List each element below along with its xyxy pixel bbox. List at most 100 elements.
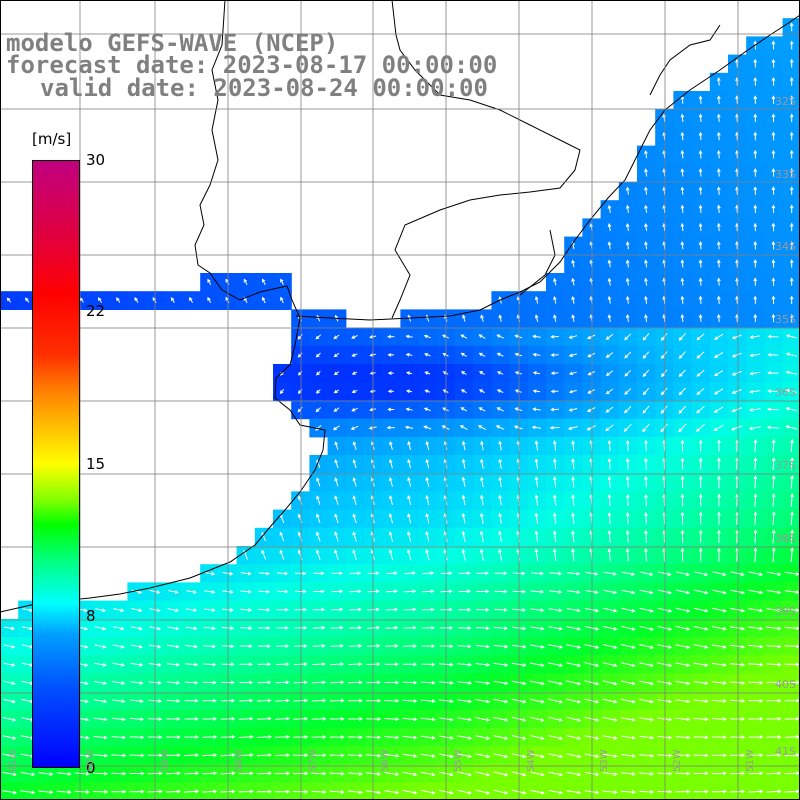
wind-arrow-icon	[315, 371, 321, 376]
wind-arrow-icon	[607, 493, 612, 507]
wind-arrow-icon	[166, 680, 181, 685]
wind-arrow-icon	[479, 512, 484, 524]
wind-arrow-icon	[257, 698, 272, 703]
wind-arrow-icon	[316, 513, 321, 524]
wind-arrow-icon	[459, 425, 468, 431]
wind-arrow-icon	[548, 626, 563, 631]
wind-arrow-icon	[457, 681, 473, 685]
wind-arrow-icon	[696, 333, 705, 341]
wind-arrow-icon	[602, 698, 618, 704]
wind-arrow-icon	[480, 314, 484, 322]
wind-arrow-icon	[2, 790, 18, 795]
wind-arrow-icon	[696, 387, 705, 396]
wind-arrow-icon	[784, 735, 800, 739]
wind-arrow-icon	[420, 753, 436, 758]
wind-arrow-icon	[771, 277, 776, 286]
wind-arrow-icon	[423, 407, 431, 412]
wind-arrow-icon	[771, 168, 776, 177]
wind-arrow-icon	[347, 698, 363, 703]
wind-arrow-icon	[730, 680, 746, 685]
wind-arrow-icon	[603, 571, 617, 576]
wind-arrow-icon	[748, 717, 764, 721]
wind-arrow-icon	[329, 753, 345, 758]
wind-arrow-icon	[639, 717, 655, 722]
wind-arrow-icon	[790, 529, 794, 544]
wind-arrow-icon	[550, 389, 559, 394]
wind-arrow-icon	[276, 644, 290, 648]
wind-arrow-icon	[387, 389, 394, 394]
wind-arrow-icon	[498, 476, 502, 488]
wind-arrow-icon	[496, 371, 504, 375]
wind-arrow-icon	[771, 529, 776, 544]
wind-arrow-icon	[313, 589, 325, 594]
wind-arrow-icon	[602, 717, 618, 722]
wind-arrow-icon	[20, 771, 36, 777]
wind-arrow-icon	[675, 789, 691, 794]
wind-arrow-icon	[275, 771, 291, 776]
wind-arrow-icon	[766, 698, 782, 703]
wind-arrow-icon	[2, 771, 17, 777]
wind-arrow-icon	[548, 735, 563, 740]
wind-arrow-icon	[548, 608, 563, 613]
wind-arrow-icon	[680, 295, 685, 304]
wind-arrow-icon	[713, 351, 724, 358]
wind-arrow-icon	[680, 547, 685, 562]
wind-arrow-icon	[294, 607, 307, 612]
wind-arrow-icon	[534, 440, 539, 451]
wind-arrow-icon	[131, 626, 143, 631]
wind-arrow-icon	[457, 735, 473, 740]
wind-arrow-icon	[680, 186, 685, 195]
wind-arrow-icon	[698, 113, 703, 123]
wind-arrow-icon	[607, 475, 612, 488]
wind-arrow-icon	[202, 698, 217, 703]
wind-arrow-icon	[657, 589, 672, 595]
wind-arrow-icon	[644, 168, 648, 177]
wind-arrow-icon	[698, 475, 703, 488]
wind-arrow-icon	[402, 735, 418, 740]
wind-arrow-icon	[620, 735, 636, 740]
wind-arrow-icon	[771, 439, 776, 452]
wind-arrow-icon	[457, 644, 472, 649]
wind-arrow-icon	[716, 113, 721, 123]
wind-arrow-icon	[279, 388, 285, 395]
wind-arrow-icon	[480, 440, 484, 451]
wind-arrow-icon	[789, 113, 794, 123]
wind-arrow-icon	[333, 389, 340, 394]
wind-arrow-icon	[202, 716, 218, 721]
wind-arrow-icon	[548, 644, 563, 649]
wind-arrow-icon	[203, 626, 216, 631]
wind-arrow-icon	[461, 458, 466, 469]
wind-arrow-icon	[678, 369, 686, 378]
wind-arrow-icon	[130, 699, 144, 703]
lat-label-33s: 33S	[775, 168, 796, 181]
wind-arrow-icon	[530, 644, 545, 649]
wind-arrow-icon	[753, 547, 758, 562]
wind-arrow-icon	[257, 662, 272, 667]
wind-arrow-icon	[462, 314, 466, 322]
wind-arrow-icon	[766, 716, 782, 721]
wind-arrow-icon	[548, 680, 563, 686]
wind-arrow-icon	[607, 548, 612, 562]
wind-arrow-icon	[297, 406, 303, 413]
wind-arrow-icon	[389, 441, 393, 450]
wind-arrow-icon	[625, 457, 630, 470]
wind-arrow-icon	[240, 571, 252, 576]
wind-arrow-icon	[347, 735, 363, 740]
wind-arrow-icon	[403, 589, 417, 594]
wind-arrow-icon	[711, 589, 727, 595]
wind-arrow-icon	[731, 407, 743, 413]
wind-arrow-icon	[784, 590, 800, 594]
wind-arrow-icon	[698, 493, 703, 507]
wind-arrow-icon	[421, 607, 435, 612]
wind-arrow-icon	[405, 371, 413, 375]
lat-label-36s: 36S	[775, 386, 796, 399]
wind-arrow-icon	[771, 475, 776, 489]
wind-arrow-icon	[475, 789, 491, 795]
wind-arrow-icon	[698, 241, 703, 250]
wind-arrow-icon	[493, 626, 509, 631]
wind-arrow-icon	[730, 626, 746, 631]
wind-arrow-icon	[94, 662, 107, 667]
wind-arrow-icon	[185, 626, 198, 631]
wind-arrow-icon	[330, 662, 345, 666]
wind-arrow-icon	[644, 511, 648, 525]
